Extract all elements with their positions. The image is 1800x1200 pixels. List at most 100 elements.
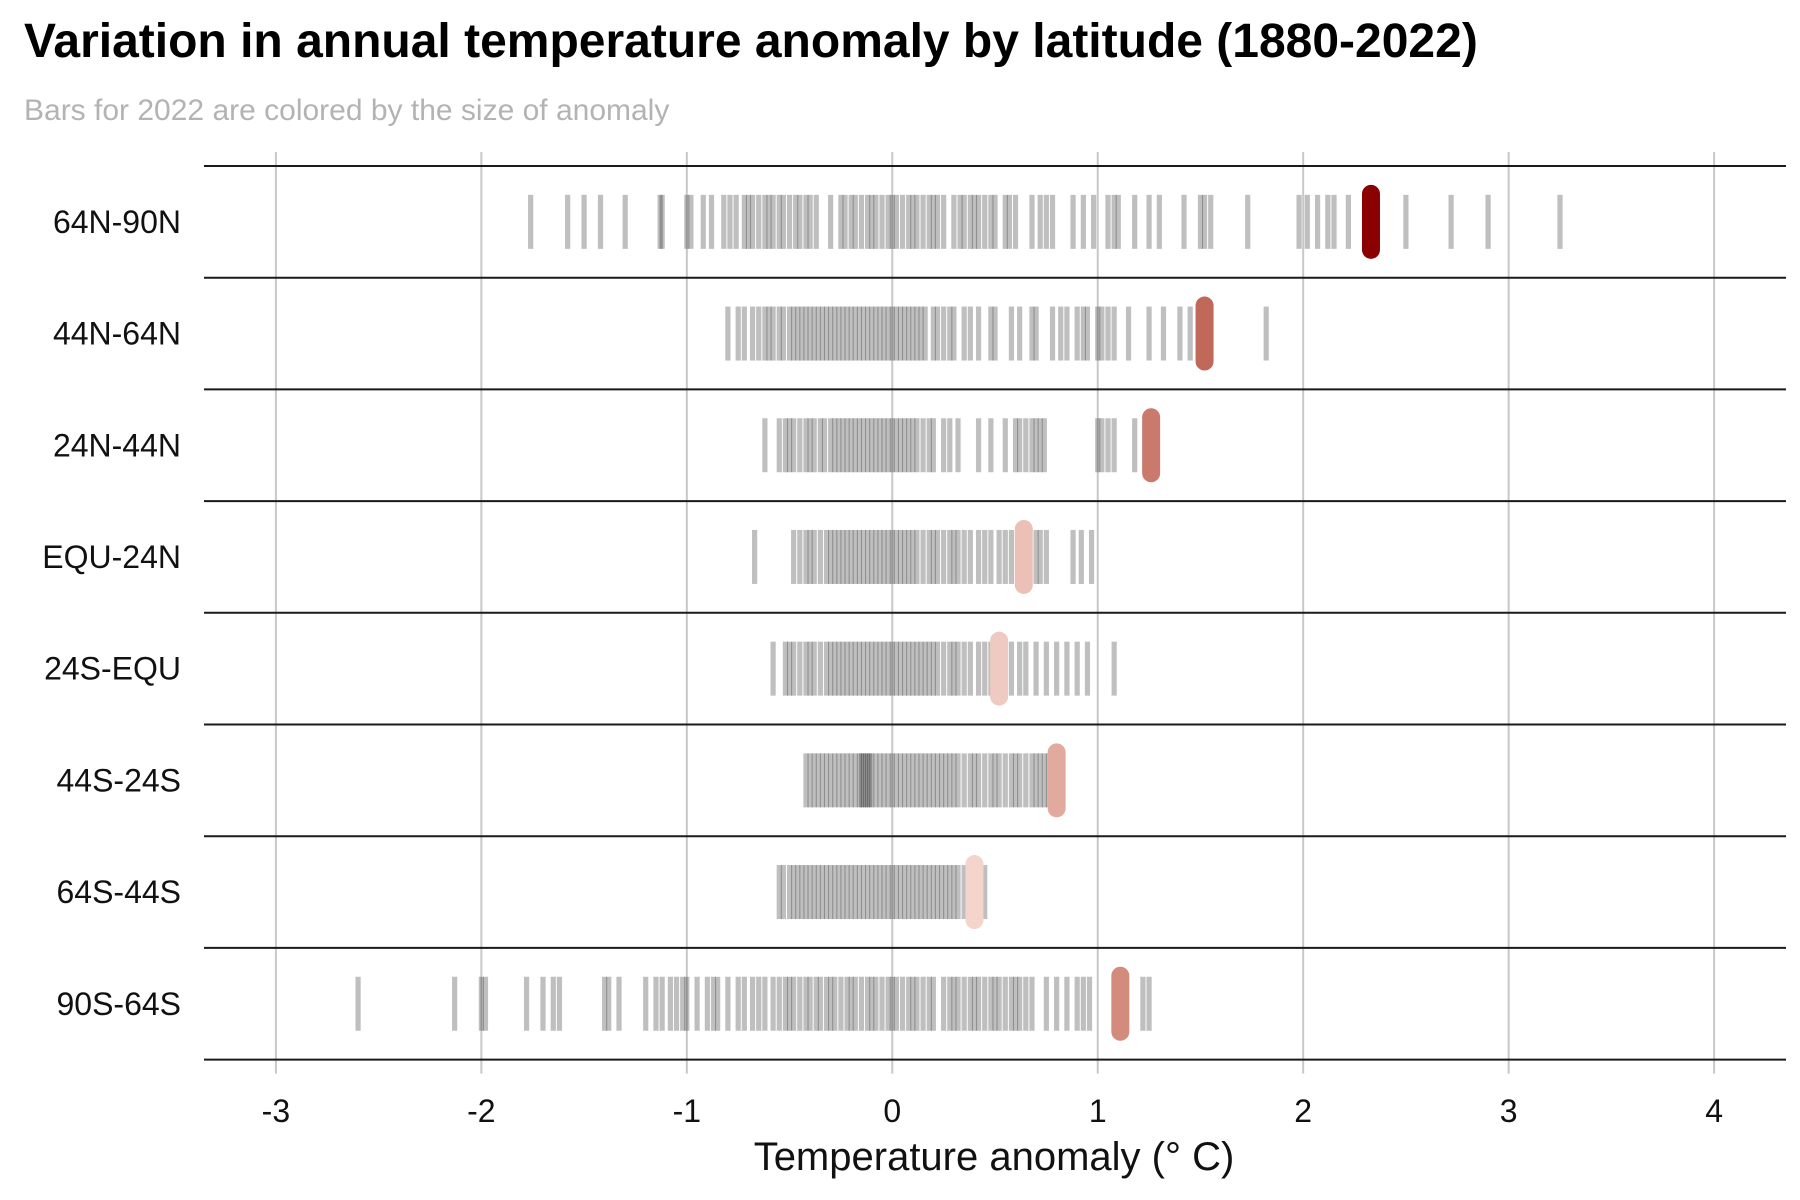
year-bar	[967, 976, 973, 1031]
year-bar	[877, 865, 883, 920]
year-bar	[856, 865, 862, 920]
year-bar	[1095, 418, 1101, 473]
year-bar	[918, 753, 924, 808]
year-bar	[947, 529, 953, 584]
year-bar	[941, 529, 947, 584]
year-bar	[1115, 194, 1121, 249]
year-bar	[684, 194, 690, 249]
year-bar	[844, 753, 850, 808]
year-bar	[782, 418, 789, 473]
year-bar	[879, 194, 885, 249]
year-bar	[947, 865, 953, 920]
year-bar	[961, 865, 967, 920]
year-bar	[910, 306, 916, 361]
year-bar	[1029, 194, 1035, 249]
year-bar	[799, 865, 805, 920]
year-bar	[899, 194, 906, 249]
year-bar	[807, 194, 813, 249]
year-bar	[1058, 306, 1064, 361]
year-bar	[869, 976, 875, 1031]
year-bar	[934, 641, 941, 696]
year-bar	[899, 976, 906, 1031]
year-bar	[889, 976, 895, 1031]
year-bar	[941, 976, 947, 1031]
year-bar	[881, 753, 887, 808]
year-bar	[770, 194, 776, 249]
year-bar	[852, 306, 858, 361]
year-bar	[860, 418, 867, 473]
year-bar	[657, 194, 663, 249]
year-bar	[762, 194, 768, 249]
year-bar	[770, 306, 776, 361]
year-bar	[832, 529, 838, 584]
year-bar	[823, 976, 830, 1031]
year-bar	[1132, 194, 1138, 249]
year-bar	[873, 306, 879, 361]
year-bar	[947, 418, 953, 473]
year-bar	[1331, 194, 1337, 249]
year-bar	[934, 194, 941, 249]
year-bar	[817, 529, 823, 584]
year-bar	[776, 418, 782, 473]
year-bar	[1064, 641, 1070, 696]
strip-row-24S-EQU	[770, 631, 1117, 706]
year-bar	[906, 753, 912, 808]
year-bar	[817, 418, 823, 473]
year-bar	[756, 306, 762, 361]
year-bar	[967, 529, 973, 584]
year-bar	[811, 529, 817, 584]
year-bar	[1146, 306, 1152, 361]
year-bar	[988, 753, 994, 808]
year-bar	[914, 865, 920, 920]
year-bar	[725, 306, 731, 361]
year-bar	[881, 418, 887, 473]
year-bar	[733, 194, 739, 249]
year-bar	[902, 306, 908, 361]
year-bar	[941, 418, 947, 473]
year-bar	[852, 641, 858, 696]
year-bar	[943, 865, 949, 920]
year-bar	[840, 418, 846, 473]
year-bar	[860, 865, 867, 920]
year-bar	[947, 641, 953, 696]
year-bar	[727, 194, 733, 249]
year-bar	[955, 418, 961, 473]
year-bar	[1033, 641, 1039, 696]
year-bar	[1105, 418, 1111, 473]
year-bar	[971, 194, 978, 249]
year-bar	[1006, 194, 1012, 249]
year-bar	[897, 641, 904, 696]
year-bar	[523, 976, 530, 1031]
year-bar	[1043, 976, 1049, 1031]
year-bar	[897, 753, 904, 808]
year-bar	[967, 194, 973, 249]
year-bar	[803, 865, 809, 920]
year-bar	[1012, 753, 1019, 808]
year-bar	[762, 418, 768, 473]
year-bar	[934, 306, 941, 361]
year-bar	[803, 418, 809, 473]
year-bar	[1023, 418, 1029, 473]
year-bar	[1033, 418, 1039, 473]
year-bar	[1017, 418, 1023, 473]
year-bar	[848, 865, 854, 920]
year-bar	[1037, 418, 1043, 473]
year-bar	[659, 976, 665, 1031]
year-bar	[897, 865, 904, 920]
year-bar	[869, 418, 875, 473]
year-bar	[938, 753, 945, 808]
year-bar	[885, 529, 891, 584]
year-bar	[1037, 194, 1043, 249]
year-bar	[869, 865, 875, 920]
year-bar	[821, 418, 828, 473]
year-bar	[906, 529, 912, 584]
year-bar	[795, 306, 801, 361]
strip-row-90S-64S	[355, 966, 1152, 1041]
year-bar	[1008, 753, 1015, 808]
year-bar	[1091, 194, 1097, 249]
year-bar	[1043, 194, 1049, 249]
year-bar	[355, 976, 361, 1031]
year-bar	[869, 306, 875, 361]
year-bar	[877, 529, 883, 584]
year-bar	[836, 753, 842, 808]
